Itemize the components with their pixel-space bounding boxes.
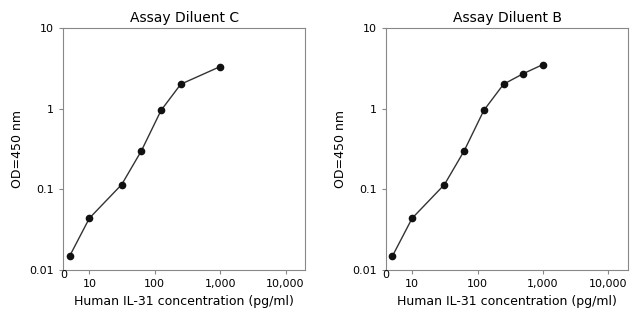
- X-axis label: Human IL-31 concentration (pg/ml): Human IL-31 concentration (pg/ml): [397, 295, 617, 308]
- Text: 0: 0: [60, 270, 67, 280]
- Title: Assay Diluent B: Assay Diluent B: [452, 11, 561, 25]
- Text: 0: 0: [383, 270, 390, 280]
- Y-axis label: OD=450 nm: OD=450 nm: [334, 110, 347, 188]
- X-axis label: Human IL-31 concentration (pg/ml): Human IL-31 concentration (pg/ml): [74, 295, 294, 308]
- Y-axis label: OD=450 nm: OD=450 nm: [11, 110, 24, 188]
- Title: Assay Diluent C: Assay Diluent C: [130, 11, 239, 25]
